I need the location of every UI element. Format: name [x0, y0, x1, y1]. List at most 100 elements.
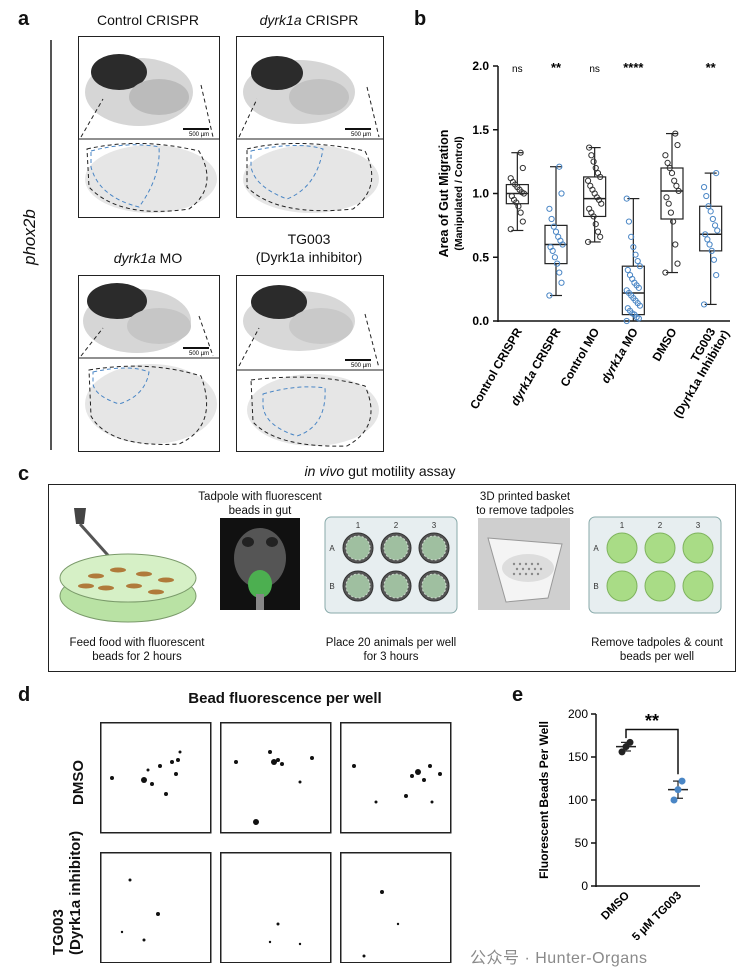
- data-point: [623, 195, 630, 202]
- bead: [280, 762, 284, 766]
- data-point: [678, 777, 686, 785]
- y-tick-label: 150: [568, 750, 588, 764]
- tadpole-photo: [220, 518, 300, 610]
- category-label: 5 µM TG003: [630, 890, 684, 940]
- data-point: [670, 796, 678, 804]
- tadpole-caption: Tadpole with fluorescent beads in gut: [198, 491, 322, 517]
- data-point: [508, 192, 515, 200]
- well: [644, 532, 676, 564]
- bead: [178, 750, 182, 754]
- data-point: [552, 228, 560, 235]
- bead: [422, 778, 426, 782]
- data-point: [671, 177, 678, 184]
- bead-well: [220, 852, 332, 964]
- y-tick-label: 0: [581, 879, 588, 893]
- embryo-image-control-crispr: 500 µm: [78, 36, 220, 218]
- data-point: [584, 238, 592, 246]
- plate-col-label: 3: [696, 521, 701, 530]
- svg-text:500 µm: 500 µm: [189, 132, 209, 138]
- embryo-image-dyrk1a-crispr: 500 µm: [236, 36, 384, 218]
- data-point: [713, 272, 720, 279]
- data-point: [674, 786, 682, 794]
- well-frame: [220, 722, 332, 834]
- data-point: [674, 141, 681, 149]
- data-point: [548, 215, 555, 223]
- bead: [234, 760, 238, 764]
- data-point: [705, 203, 712, 210]
- significance-label: **: [551, 60, 562, 75]
- plate-col-label: 3: [432, 521, 437, 530]
- data-point: [670, 218, 677, 225]
- y-axis-label-sub: (Manipulated / Control): [453, 136, 465, 250]
- category-label: Control MO: [557, 326, 602, 390]
- data-point: [592, 164, 599, 172]
- data-point: [665, 200, 672, 207]
- data-point: [667, 209, 674, 216]
- bead: [156, 912, 160, 916]
- well-frame: [100, 722, 212, 834]
- basket-mesh: [421, 535, 447, 561]
- plate-row-label: A: [593, 544, 599, 553]
- bead: [380, 890, 384, 894]
- well: [644, 570, 676, 602]
- data-point: [630, 243, 637, 251]
- panel-d-letter: d: [18, 684, 31, 706]
- well-frame: [220, 852, 332, 964]
- data-point: [664, 159, 671, 166]
- data-point: [702, 231, 709, 238]
- data-point: [675, 187, 682, 195]
- title-dyrk1a-mo: dyrk1a MO: [113, 250, 183, 266]
- bead: [174, 772, 178, 776]
- data-point: [710, 256, 718, 263]
- data-point: [672, 130, 679, 137]
- y-axis-label: Area of Gut Migration: [437, 130, 451, 258]
- bead-well: [100, 852, 212, 964]
- data-point: [714, 227, 721, 234]
- bead: [374, 800, 378, 804]
- bead: [430, 800, 434, 804]
- step2-caption: Place 20 animals per well for 3 hours: [325, 637, 457, 663]
- data-point: [626, 272, 634, 279]
- basket-mesh: [421, 573, 447, 599]
- data-point: [662, 152, 669, 159]
- category-label: DMSO: [649, 326, 679, 364]
- panel-c-letter: c: [18, 463, 30, 485]
- data-point: [584, 177, 592, 184]
- data-point: [558, 190, 565, 197]
- data-point: [700, 184, 708, 191]
- data-point: [597, 233, 604, 240]
- bead: [271, 759, 277, 765]
- bead: [141, 777, 147, 783]
- data-point: [634, 257, 641, 265]
- y-tick-label: 50: [575, 836, 589, 850]
- data-point: [556, 163, 563, 170]
- data-point: [618, 748, 626, 756]
- bead: [298, 942, 302, 946]
- data-point: [666, 164, 673, 172]
- data-point: [703, 192, 710, 200]
- bead-fluorescence-title: Bead fluorescence per well: [188, 690, 382, 707]
- bead: [170, 760, 174, 764]
- bead: [164, 792, 168, 796]
- well: [606, 570, 638, 602]
- data-point: [626, 738, 634, 746]
- y-axis-label: Fluorescent Beads Per Well: [537, 721, 551, 879]
- category-label: dyrk1a MO: [598, 326, 641, 386]
- basket-mesh: [345, 535, 371, 561]
- y-tick-label: 100: [568, 793, 588, 807]
- data-point: [586, 144, 593, 151]
- bead: [146, 768, 150, 772]
- data-point: [623, 287, 630, 294]
- well-plate-with-beads: 1 2 3 A B: [588, 516, 722, 614]
- data-point: [517, 209, 524, 216]
- data-point: [624, 305, 631, 312]
- bead: [150, 782, 154, 786]
- bead: [396, 922, 400, 926]
- significance-label: **: [645, 711, 659, 731]
- well-inner: [384, 536, 408, 560]
- row-label-tg003: TG003 (Dyrk1a inhibitor): [50, 830, 84, 955]
- panel-a-letter: a: [18, 8, 30, 30]
- svg-text:500 µm: 500 µm: [351, 363, 371, 369]
- y-tick-label: 1.5: [472, 123, 489, 137]
- data-point: [586, 205, 593, 212]
